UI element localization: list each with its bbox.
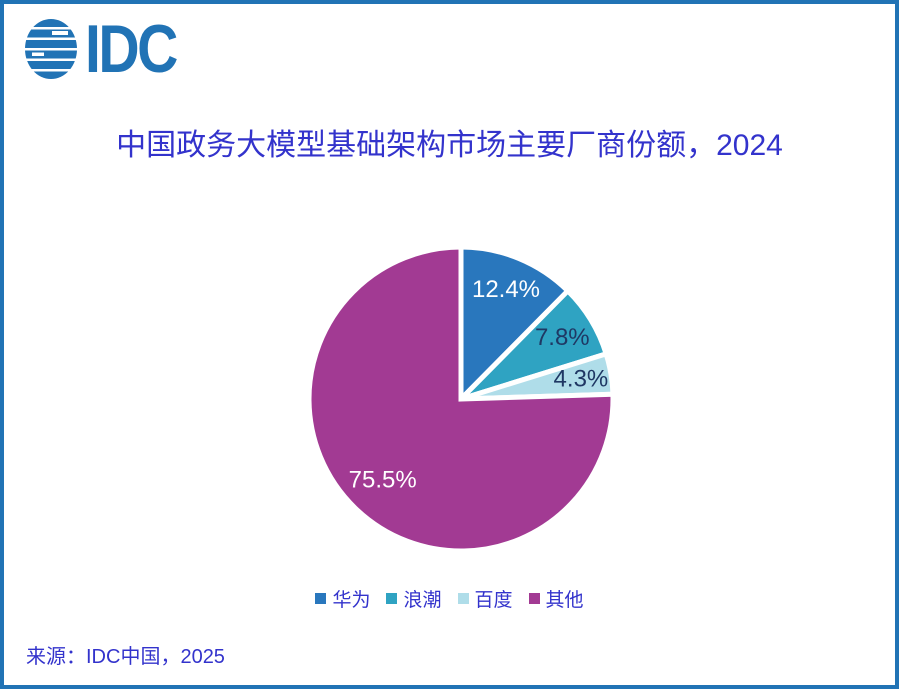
idc-logo: IDC [24, 11, 193, 87]
legend-swatch-inspur [386, 593, 398, 604]
legend-swatch-others [528, 593, 540, 604]
legend-label-others: 其他 [545, 590, 584, 611]
pie-chart: 12.4% 7.8% 4.3% 75.5% [301, 239, 621, 559]
legend-item-others: 其他 [528, 585, 584, 612]
legend-swatch-baidu [457, 593, 469, 604]
pie-label-inspur: 7.8% [535, 324, 590, 351]
pie-label-baidu: 4.3% [554, 365, 609, 392]
legend-label-baidu: 百度 [474, 590, 513, 611]
idc-logo-text: IDC [85, 11, 178, 87]
chart-legend: 华为 浪潮 百度 其他 [4, 585, 895, 612]
pie-slice-others [306, 244, 616, 554]
source-note: 来源：IDC中国，2025 [26, 646, 225, 668]
legend-item-inspur: 浪潮 [386, 585, 442, 612]
legend-item-huawei: 华为 [315, 585, 370, 612]
pie-slice-huawei [458, 244, 572, 406]
legend-item-baidu: 百度 [457, 585, 513, 612]
idc-globe-icon [25, 19, 77, 79]
pie-label-huawei: 12.4% [472, 276, 540, 303]
legend-swatch-huawei [315, 593, 327, 604]
legend-label-inspur: 浪潮 [403, 590, 442, 611]
legend-label-huawei: 华为 [332, 590, 371, 611]
pie-chart-svg: 12.4% 7.8% 4.3% 75.5% [306, 244, 616, 554]
pie-label-others: 75.5% [349, 466, 417, 493]
chart-title: 中国政务大模型基础架构市场主要厂商份额，2024 [116, 129, 783, 162]
